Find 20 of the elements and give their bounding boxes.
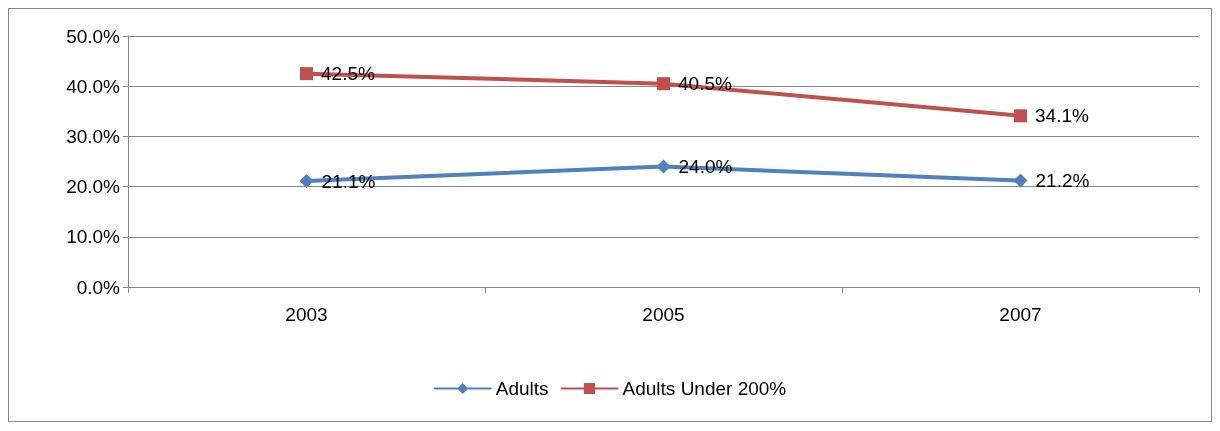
y-tick-label: 0.0% (76, 276, 121, 298)
x-tick-label: 2005 (642, 304, 685, 325)
x-tick-label: 2007 (999, 304, 1042, 325)
point (300, 67, 313, 81)
point (1014, 109, 1027, 123)
y-tick-label: 20.0% (66, 176, 121, 198)
point (1013, 173, 1028, 188)
y-tick-label: 30.0% (66, 125, 121, 147)
data-label: 21.2% (1035, 170, 1090, 192)
y-tick-label: 10.0% (66, 226, 121, 248)
data-label: 34.1% (1035, 105, 1089, 127)
data-label: 21.1% (321, 170, 376, 192)
point (299, 174, 314, 189)
point (656, 159, 671, 174)
legend-label: Adults (495, 378, 549, 399)
y-tick-label: 50.0% (66, 25, 121, 47)
x-tick-label: 2003 (285, 304, 328, 325)
point (657, 77, 670, 91)
legend-label: Adults Under 200% (622, 378, 787, 399)
y-tick-label: 40.0% (66, 75, 121, 97)
